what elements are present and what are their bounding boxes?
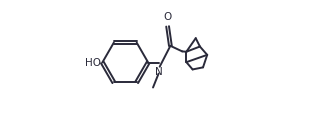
Text: N: N [155, 67, 163, 77]
Text: HO: HO [85, 58, 101, 68]
Text: O: O [163, 12, 172, 22]
